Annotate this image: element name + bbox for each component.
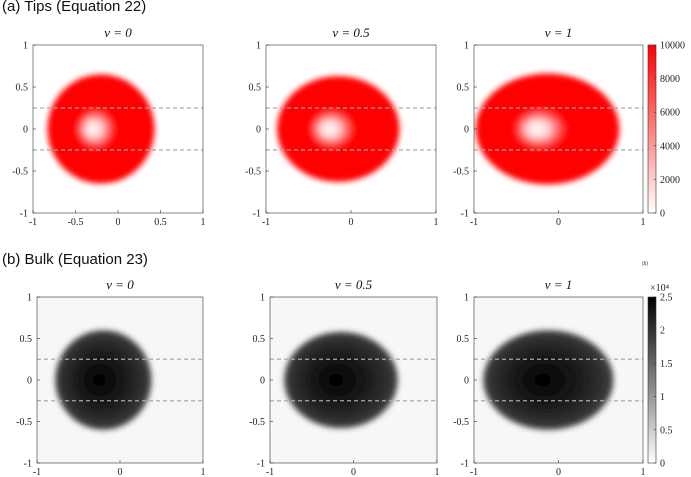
colorbar-tick-label: 4000 (660, 141, 680, 152)
y-tick-label: 0.5 (457, 83, 470, 94)
heatmap-field (483, 330, 614, 430)
y-tick-label: -1 (257, 459, 265, 470)
y-tick-label: 0 (464, 376, 469, 387)
y-tick-label: -1 (461, 209, 469, 220)
x-tick-label: 1 (434, 217, 439, 228)
panel-title: ν = 0.5 (335, 277, 373, 292)
x-tick-label: -1 (470, 217, 478, 228)
colorbar-tick-label: 8000 (660, 74, 680, 85)
x-tick-label: -1 (470, 467, 478, 477)
y-tick-label: -1 (24, 459, 32, 470)
panel-title: ν = 0 (106, 277, 134, 292)
y-tick-label: -0.5 (16, 417, 32, 428)
colorbar-tick-label: 1 (660, 392, 665, 403)
colorbar (647, 296, 657, 464)
y-tick-label: 1 (260, 293, 265, 304)
heatmap-blob (483, 330, 614, 430)
y-tick-label: 0.5 (253, 334, 266, 345)
y-tick-label: 0.5 (16, 83, 29, 94)
x-tick-label: -1 (33, 467, 41, 477)
colorbar-tick-label: 6000 (660, 108, 680, 119)
y-tick-label: 1 (464, 293, 469, 304)
x-tick-label: 0 (556, 217, 561, 228)
y-tick-label: 0 (23, 125, 28, 136)
y-tick-label: -0.5 (249, 417, 265, 428)
y-tick-label: -0.5 (12, 167, 28, 178)
colorbar-exponent: ×10⁴ (650, 283, 670, 294)
y-tick-label: -1 (253, 209, 261, 220)
x-tick-label: 0 (351, 467, 356, 477)
colorbar (647, 44, 657, 214)
heatmap-field (284, 331, 398, 429)
y-tick-label: 1 (256, 41, 261, 52)
y-tick-label: 0.5 (249, 83, 262, 94)
row-label: (b) Bulk (Equation 23) (2, 251, 148, 268)
x-tick-label: 1 (641, 217, 646, 228)
heatmap-blob (475, 73, 620, 185)
y-tick-label: -1 (20, 209, 28, 220)
x-tick-label: -1 (29, 217, 37, 228)
y-tick-label: 1 (464, 41, 469, 52)
y-tick-label: -0.5 (245, 167, 261, 178)
colorbar-tick-label: 0.5 (660, 425, 673, 436)
panel-title: ν = 0.5 (332, 25, 370, 40)
heatmap-blob (47, 74, 155, 184)
x-tick-label: 1 (201, 467, 206, 477)
heatmap-blob (277, 76, 400, 182)
panel-title: ν = 1 (545, 277, 573, 292)
y-tick-label: 1 (23, 41, 28, 52)
panel-title: ν = 0 (104, 25, 132, 40)
heatmap-blob (55, 330, 152, 430)
colorbar-tick-label: 2 (660, 326, 665, 337)
colorbar-tick-label: 2.5 (660, 293, 673, 304)
row-label: (a) Tips (Equation 22) (2, 0, 146, 15)
colorbar-tick-label: 10000 (660, 41, 685, 52)
x-tick-label: 1 (435, 467, 440, 477)
x-tick-label: 0.5 (154, 217, 167, 228)
colorbar-tick-label: 1.5 (660, 359, 673, 370)
panel-title: ν = 1 (545, 25, 573, 40)
y-tick-label: 0 (260, 376, 265, 387)
y-tick-label: 0 (27, 376, 32, 387)
colorbar-tick-label: 0 (660, 459, 665, 470)
heatmap-field (47, 74, 155, 184)
colorbar-tick-label: 2000 (660, 175, 680, 186)
x-tick-label: -1 (262, 217, 270, 228)
y-tick-label: -0.5 (453, 417, 469, 428)
x-tick-label: 0 (556, 467, 561, 477)
y-tick-label: 1 (27, 293, 32, 304)
heatmap-field (475, 73, 620, 185)
x-tick-label: 0 (116, 217, 121, 228)
colorbar-tick-label: 0 (660, 209, 665, 220)
x-tick-label: -1 (266, 467, 274, 477)
x-tick-label: 0 (349, 217, 354, 228)
x-tick-label: -0.5 (68, 217, 84, 228)
x-tick-label: 1 (201, 217, 206, 228)
y-tick-label: -1 (461, 459, 469, 470)
y-tick-label: 0 (464, 125, 469, 136)
y-tick-label: 0 (256, 125, 261, 136)
heatmap-field (277, 76, 400, 182)
heatmap-field (55, 330, 152, 430)
y-tick-label: 0.5 (20, 334, 33, 345)
heatmap-blob (284, 331, 398, 429)
y-tick-label: -0.5 (453, 167, 469, 178)
x-tick-label: 1 (641, 467, 646, 477)
x-tick-label: 0 (118, 467, 123, 477)
y-tick-label: 0.5 (457, 334, 470, 345)
note: (b) (642, 261, 648, 267)
